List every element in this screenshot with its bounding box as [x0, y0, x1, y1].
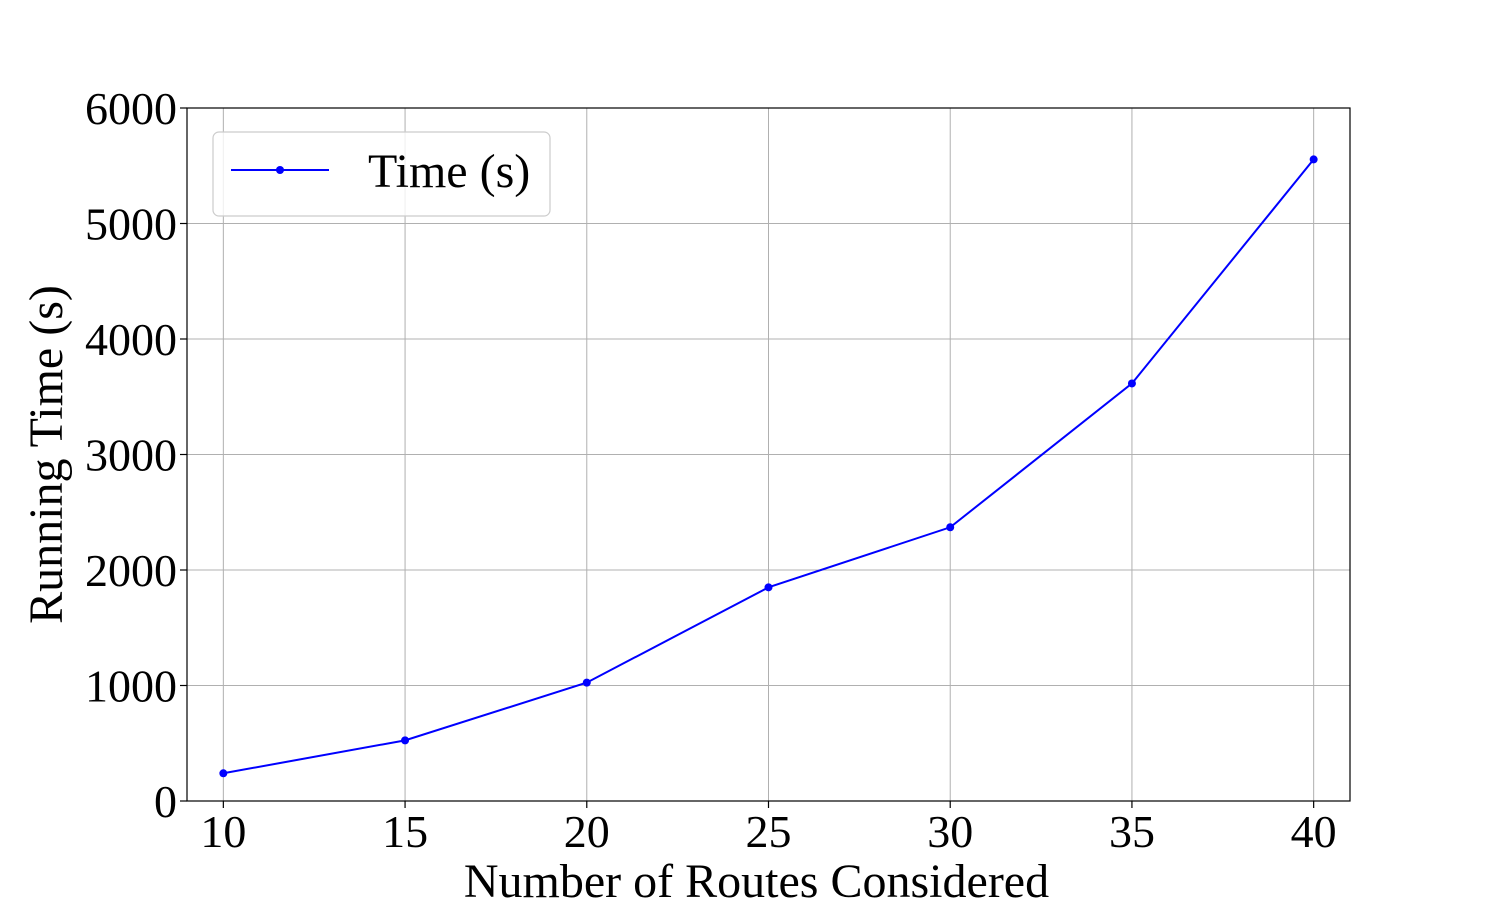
y-tick-label: 0 [154, 776, 177, 827]
legend-label: Time (s) [368, 145, 530, 198]
data-point [1127, 379, 1136, 388]
data-point [582, 678, 591, 687]
y-tick-label: 5000 [85, 199, 177, 250]
y-tick-label: 4000 [85, 314, 177, 365]
x-axis-label: Number of Routes Considered [464, 855, 1049, 900]
legend-marker [276, 166, 284, 174]
y-tick-label: 3000 [85, 430, 177, 481]
legend-box [212, 131, 551, 217]
x-tick-label: 25 [746, 806, 792, 857]
y-tick-label: 1000 [85, 661, 177, 712]
x-tick-label: 40 [1291, 806, 1337, 857]
data-point [1309, 155, 1318, 164]
legend: Time (s) [212, 131, 551, 217]
y-tick-label: 6000 [85, 83, 177, 134]
series-layer [219, 155, 1318, 778]
x-tick-label: 20 [564, 806, 610, 857]
tick-labels: 10 15 20 25 30 35 40 0 1000 2000 3000 4000 5000 6000 [85, 83, 1337, 857]
data-point [764, 583, 773, 592]
data-point [219, 769, 228, 778]
data-point [946, 523, 955, 532]
y-tick-label: 2000 [85, 545, 177, 596]
x-tick-label: 30 [927, 806, 973, 857]
x-tick-label: 35 [1109, 806, 1155, 857]
y-axis-label: Running Time (s) [20, 285, 73, 624]
data-point [401, 736, 410, 745]
x-tick-label: 15 [382, 806, 428, 857]
x-tick-label: 10 [200, 806, 246, 857]
